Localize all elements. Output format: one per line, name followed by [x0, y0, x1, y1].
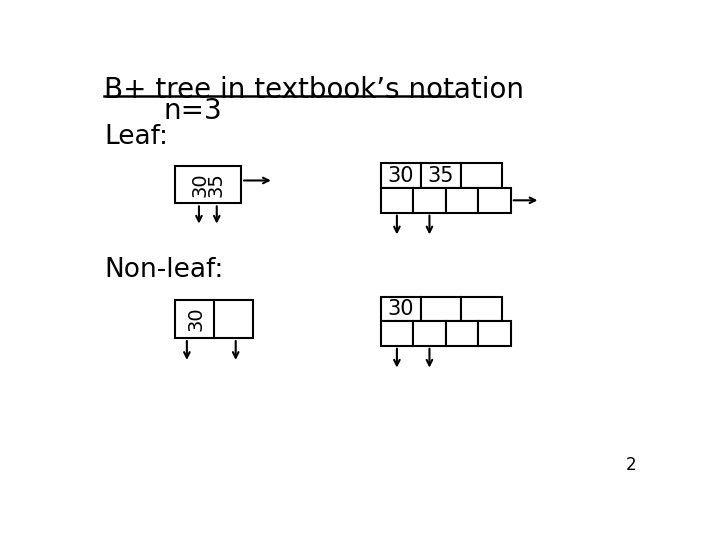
Bar	[462, 296, 502, 321]
Text: 35: 35	[207, 172, 225, 197]
Bar	[446, 188, 478, 213]
Bar	[478, 188, 510, 213]
Text: 30: 30	[191, 173, 210, 197]
Text: Leaf:: Leaf:	[104, 124, 168, 150]
Text: B+ tree in textbook’s notation: B+ tree in textbook’s notation	[104, 76, 524, 104]
Text: Non-leaf:: Non-leaf:	[104, 257, 223, 284]
Bar	[381, 296, 421, 321]
Bar	[462, 164, 502, 188]
Text: 35: 35	[428, 166, 454, 186]
Bar	[421, 164, 462, 188]
Bar	[381, 164, 421, 188]
Text: 30: 30	[387, 299, 414, 319]
Bar	[175, 166, 241, 204]
Bar	[413, 321, 446, 346]
Text: 30: 30	[387, 166, 414, 186]
Text: n=3: n=3	[163, 97, 222, 125]
Text: 2: 2	[626, 456, 636, 475]
Bar	[413, 188, 446, 213]
Bar	[478, 321, 510, 346]
Text: 30: 30	[186, 307, 206, 331]
Bar	[175, 300, 253, 338]
Bar	[421, 296, 462, 321]
Bar	[446, 321, 478, 346]
Bar	[381, 321, 413, 346]
Bar	[381, 188, 413, 213]
